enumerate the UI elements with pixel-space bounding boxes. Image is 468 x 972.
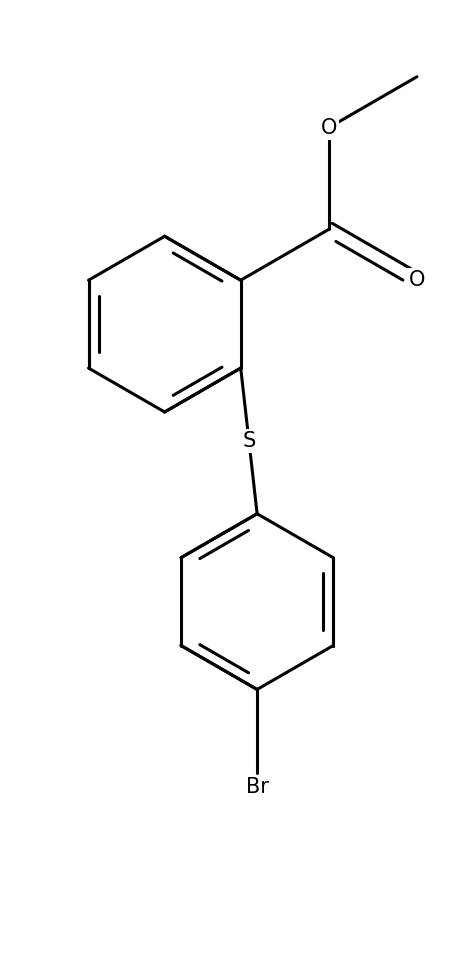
Text: O: O	[321, 118, 337, 138]
Text: S: S	[242, 431, 256, 451]
Text: Br: Br	[246, 777, 269, 797]
Text: O: O	[409, 270, 425, 291]
